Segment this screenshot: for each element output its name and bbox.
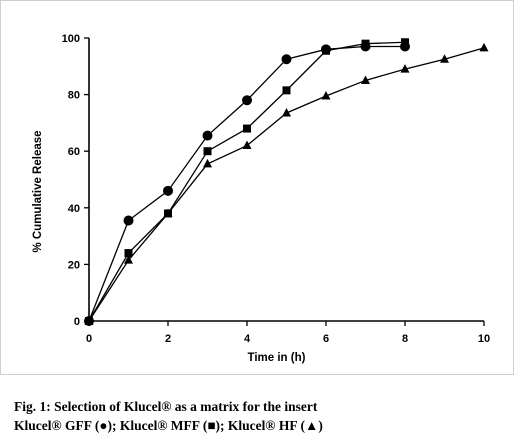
x-tick-label: 10 xyxy=(478,333,490,345)
y-axis-label: % Cumulative Release xyxy=(32,130,44,252)
figure-caption: Fig. 1: Selection of Klucel® as a matrix… xyxy=(14,397,504,435)
y-tick-label: 20 xyxy=(68,259,80,271)
data-point-triangle xyxy=(440,54,449,63)
y-tick-label: 80 xyxy=(68,90,80,102)
axes: 0 20 40 60 80 100 0 2 4 6 8 10 xyxy=(62,33,490,345)
data-point-square xyxy=(243,124,251,133)
data-point-triangle xyxy=(84,316,94,325)
caption-line-2: Klucel® GFF (●); Klucel® MFF (■); Klucel… xyxy=(14,418,323,433)
data-point-circle xyxy=(163,185,173,196)
x-tick-label: 6 xyxy=(323,333,329,345)
data-point-triangle xyxy=(400,64,410,73)
x-tick-label: 8 xyxy=(402,333,408,345)
series-layer xyxy=(84,38,489,326)
data-point-square xyxy=(361,39,370,48)
data-point-circle xyxy=(242,95,252,106)
series-line-circle xyxy=(88,45,405,322)
data-point-triangle xyxy=(479,42,489,52)
data-point-square xyxy=(203,147,212,156)
x-tick-label: 0 xyxy=(86,333,92,345)
y-tick-label: 60 xyxy=(68,146,80,158)
series-triangle xyxy=(84,42,489,325)
data-point-triangle xyxy=(242,140,252,150)
caption-line-1: Fig. 1: Selection of Klucel® as a matrix… xyxy=(14,399,318,414)
x-axis-label: Time in (h) xyxy=(248,352,306,364)
data-point-triangle xyxy=(203,158,212,168)
x-tick-label: 2 xyxy=(165,333,171,345)
data-point-circle xyxy=(123,215,134,226)
y-tick-label: 100 xyxy=(62,33,80,45)
data-point-square xyxy=(282,86,291,95)
release-chart: 0 20 40 60 80 100 0 2 4 6 8 10 Time in (h) % Cumula… xyxy=(32,33,490,364)
x-tick-label: 4 xyxy=(244,333,251,345)
data-point-square xyxy=(124,249,133,258)
data-point-triangle xyxy=(124,255,133,264)
y-tick-label: 40 xyxy=(68,203,80,215)
data-point-circle xyxy=(202,130,213,141)
data-point-square xyxy=(401,38,409,47)
series-square xyxy=(85,38,409,325)
data-point-triangle xyxy=(163,208,173,217)
data-point-triangle xyxy=(282,107,291,117)
data-point-square xyxy=(322,46,330,55)
series-circle xyxy=(84,41,410,326)
data-point-circle xyxy=(281,54,292,65)
figure-frame: 0 20 40 60 80 100 0 2 4 6 8 10 Time in (h) % Cumula… xyxy=(0,0,514,375)
data-point-triangle xyxy=(361,75,370,84)
data-point-triangle xyxy=(321,91,331,100)
y-tick-label: 0 xyxy=(74,316,80,328)
